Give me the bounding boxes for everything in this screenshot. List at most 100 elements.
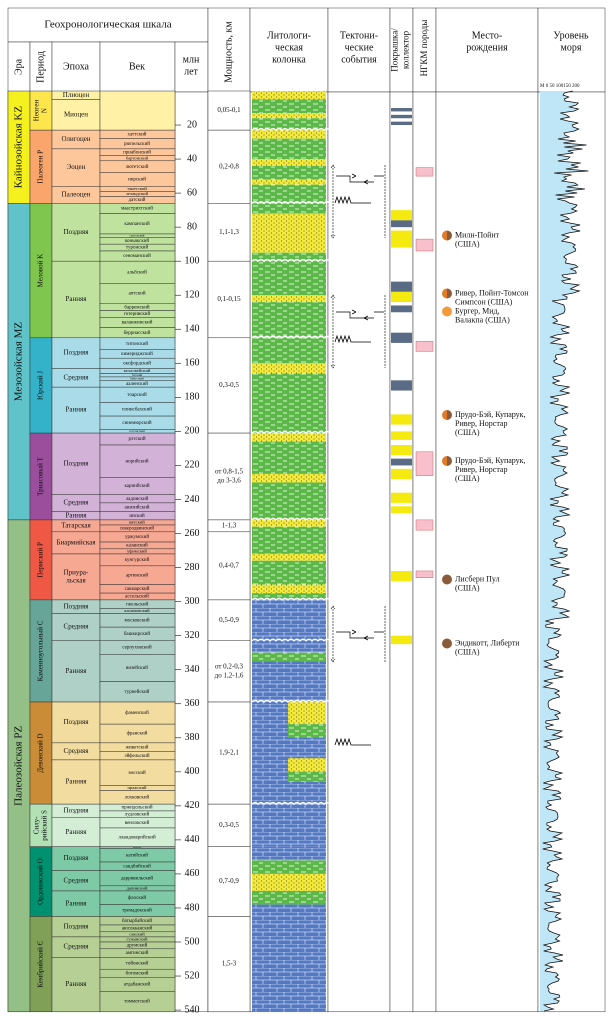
label: Каменноугольный C — [37, 620, 45, 681]
label: Поздняя — [64, 922, 90, 930]
thickness-cell — [207, 640, 251, 703]
sea-level-line — [542, 90, 589, 1012]
age-cell — [99, 444, 176, 478]
lithology-layer — [288, 737, 326, 759]
label: Лисберн Пул — [455, 574, 500, 583]
label: Кембрийский Є — [37, 940, 45, 987]
header-title: Геохронологическая шкала — [44, 19, 171, 31]
label: Ранняя — [66, 828, 88, 836]
label: Средняя — [64, 943, 90, 951]
age-label: ладинский — [126, 497, 149, 502]
unconformity — [251, 597, 331, 601]
tick-label: 60 — [187, 187, 197, 198]
age-label: хаттский — [128, 133, 147, 138]
seal-reservoir — [391, 108, 412, 112]
tick-label: 440 — [185, 834, 200, 845]
seal-reservoir — [391, 414, 412, 425]
header-cell — [7, 7, 209, 43]
label: Поздняя — [64, 459, 90, 467]
label: Валакпа (США) — [455, 315, 510, 324]
thickness-cell — [207, 701, 251, 805]
unconformity — [251, 801, 331, 806]
label: коллектор — [401, 30, 411, 69]
seal-reservoir — [391, 210, 412, 221]
era-label: Палеозойская PZ — [13, 726, 25, 806]
lithology-layer — [252, 159, 326, 166]
header-cell — [249, 7, 329, 93]
lithology-layer — [252, 252, 326, 262]
header-cell — [435, 7, 539, 93]
label: Триасовый T — [37, 456, 45, 495]
age-label: оксфордский — [123, 361, 151, 366]
tick-label: 500 — [185, 936, 200, 947]
label: до 3-3,6 — [217, 477, 241, 485]
lithology-layer — [288, 771, 326, 783]
column — [174, 91, 209, 1013]
seal-reservoir — [391, 635, 412, 645]
unconformity — [251, 699, 331, 704]
age-label: эйфельский — [124, 754, 149, 759]
thickness-cell — [207, 129, 251, 204]
label: Поздняя — [64, 228, 90, 236]
age-label: рюпельский — [124, 142, 150, 147]
age-label: бартонский — [126, 155, 149, 160]
thickness-cell — [207, 90, 251, 131]
age-label: эмсский — [128, 771, 146, 776]
lithology-layer — [252, 373, 326, 434]
age-label: вятский — [129, 520, 145, 525]
label: Миоцен — [64, 110, 88, 118]
label: Средняя — [64, 876, 90, 884]
age-label: друмский — [127, 944, 148, 949]
label: Силу- — [33, 816, 41, 834]
lithology-layer — [252, 118, 326, 131]
field-dot — [447, 288, 452, 299]
tick-label: 520 — [185, 970, 200, 981]
ngkm-rock — [415, 238, 434, 252]
lithology-layer — [252, 890, 326, 905]
tick-label: 140 — [185, 324, 200, 335]
lithology-layer — [252, 138, 326, 160]
lithology-layer — [252, 584, 326, 594]
label: Тектони- — [340, 30, 378, 41]
label: 0,3-0,5 — [219, 821, 239, 829]
lithology-layer — [252, 441, 326, 474]
field-dot — [447, 638, 452, 649]
label: Татарская — [61, 521, 91, 529]
label: от 0,2-0,3 — [215, 662, 244, 670]
seal-reservoir — [391, 458, 412, 466]
age-label: берриасский — [124, 331, 151, 336]
age-label: гужанский — [127, 936, 148, 941]
age-label: тоарский — [127, 393, 147, 398]
label: (США) — [455, 647, 480, 656]
label: 0,05-0,1 — [217, 106, 241, 114]
orogeny-symbol — [334, 737, 371, 747]
age-label: кунгурский — [125, 558, 150, 563]
label: Ранняя — [66, 778, 88, 786]
epoch-cell — [51, 148, 101, 187]
age-label: датский — [129, 198, 146, 203]
label: события — [341, 54, 377, 65]
age-label: норийский — [125, 459, 148, 464]
lithology-layer — [252, 302, 326, 338]
thickness-cell — [207, 846, 251, 917]
epoch-cell — [51, 759, 101, 805]
thickness-cell — [207, 432, 251, 521]
age-label: сеноманский — [123, 254, 151, 259]
age-label: коньякский — [125, 239, 150, 244]
label: 1,9-2,1 — [219, 749, 239, 757]
field-dot — [447, 574, 452, 585]
epoch-cell — [51, 957, 101, 1013]
label: Палеоцен — [62, 190, 91, 198]
lithology-layer — [252, 526, 326, 554]
age-label: московский — [124, 618, 149, 623]
tick-label: 100 — [185, 255, 200, 266]
age-label: сакмарский — [125, 587, 150, 592]
age-label: титонский — [126, 342, 148, 347]
field-dot — [447, 410, 452, 420]
tick-label: 340 — [185, 664, 200, 675]
label: рийский S — [41, 810, 49, 841]
lithology-layer — [252, 130, 326, 139]
label: Ранняя — [66, 899, 88, 907]
age-label: сантонский — [130, 233, 145, 237]
seal-reservoir — [391, 332, 412, 343]
